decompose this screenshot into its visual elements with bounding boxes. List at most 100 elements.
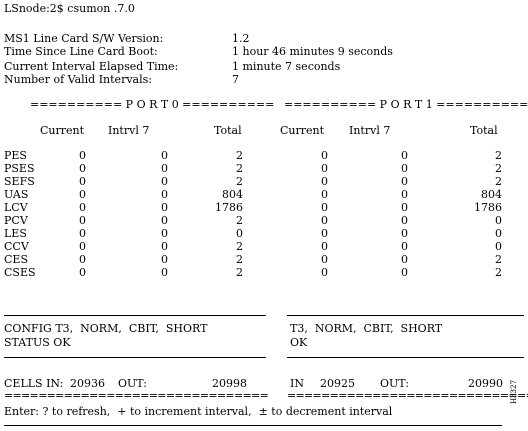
port1-sefs-total: 2 xyxy=(495,175,502,188)
port0-config: CONFIG T3, NORM, CBIT, SHORT xyxy=(4,322,208,335)
port1-ccv-current: 0 xyxy=(321,240,328,253)
port0-uas-total: 804 xyxy=(222,188,243,201)
port1-cses-interval: 0 xyxy=(401,266,408,279)
row-label-pcv: PCV xyxy=(4,214,28,227)
port0-pes-interval: 0 xyxy=(161,149,168,162)
port1-lcv-interval: 0 xyxy=(401,201,408,214)
port0-cses-total: 2 xyxy=(236,266,243,279)
port1-les-total: 0 xyxy=(495,227,502,240)
command-prompt: LSnode:2$ csumon .7.0 xyxy=(4,2,135,15)
port0-les-total: 0 xyxy=(236,227,243,240)
port0-pcv-interval: 0 xyxy=(161,214,168,227)
port0-ces-interval: 0 xyxy=(161,253,168,266)
row-label-lcv: LCV xyxy=(4,201,28,214)
port0-status: STATUS OK xyxy=(4,336,71,349)
port1-les-interval: 0 xyxy=(401,227,408,240)
boot-time-value: 1 hour 46 minutes 9 seconds xyxy=(232,45,393,58)
port1-ccv-total: 0 xyxy=(495,240,502,253)
sw-version-label: MS1 Line Card S/W Version: xyxy=(4,32,164,45)
port1-cses-total: 2 xyxy=(495,266,502,279)
footer-instructions: Enter: ? to refresh, + to increment inte… xyxy=(4,405,393,418)
row-label-cses: CSES xyxy=(4,266,36,279)
port1-out-label: OUT: xyxy=(380,377,409,390)
port1-separator: =============================== xyxy=(287,389,528,402)
port0-cses-current: 0 xyxy=(79,266,86,279)
port1-pes-total: 2 xyxy=(495,149,502,162)
cells-in-label: CELLS IN: xyxy=(4,377,64,390)
port1-pes-current: 0 xyxy=(321,149,328,162)
port1-les-current: 0 xyxy=(321,227,328,240)
port1-ces-current: 0 xyxy=(321,253,328,266)
port0-pses-current: 0 xyxy=(79,162,86,175)
port0-pcv-current: 0 xyxy=(79,214,86,227)
port0-out-label: OUT: xyxy=(118,377,147,390)
port0-uas-interval: 0 xyxy=(161,188,168,201)
row-label-ccv: CCV xyxy=(4,240,29,253)
port0-ces-current: 0 xyxy=(79,253,86,266)
elapsed-time-value: 1 minute 7 seconds xyxy=(232,60,341,73)
row-label-uas: UAS xyxy=(4,188,29,201)
port1-pcv-interval: 0 xyxy=(401,214,408,227)
port1-cses-current: 0 xyxy=(321,266,328,279)
port0-uas-current: 0 xyxy=(79,188,86,201)
port1-pcv-total: 0 xyxy=(495,214,502,227)
port0-ccv-current: 0 xyxy=(79,240,86,253)
port0-cells-in: 20936 xyxy=(70,377,105,390)
port1-ccv-interval: 0 xyxy=(401,240,408,253)
port0-pes-current: 0 xyxy=(79,149,86,162)
port0-cses-interval: 0 xyxy=(161,266,168,279)
port0-col-total: Total xyxy=(214,124,242,137)
row-label-pses: PSES xyxy=(4,162,35,175)
port1-sefs-interval: 0 xyxy=(401,175,408,188)
port1-cells-out: 20990 xyxy=(468,377,503,390)
divider-port1-top xyxy=(287,315,524,316)
port0-cells-out: 20998 xyxy=(212,377,247,390)
port0-lcv-total: 1786 xyxy=(215,201,243,214)
port1-sefs-current: 0 xyxy=(321,175,328,188)
port0-sefs-current: 0 xyxy=(79,175,86,188)
port0-lcv-interval: 0 xyxy=(161,201,168,214)
port1-header: ========== P O R T 1 ========== xyxy=(284,98,528,111)
footer-underline xyxy=(4,425,502,426)
row-label-pes: PES xyxy=(4,149,27,162)
port1-col-interval: Intrvl 7 xyxy=(349,124,391,137)
port0-col-interval: Intrvl 7 xyxy=(108,124,150,137)
sw-version-value: 1.2 xyxy=(232,32,250,45)
port1-uas-total: 804 xyxy=(481,188,502,201)
port1-pses-interval: 0 xyxy=(401,162,408,175)
port1-uas-interval: 0 xyxy=(401,188,408,201)
port0-ccv-total: 2 xyxy=(236,240,243,253)
boot-time-label: Time Since Line Card Boot: xyxy=(4,45,158,58)
port0-header: ========== P O R T 0 ========== xyxy=(30,98,275,111)
port1-ces-total: 2 xyxy=(495,253,502,266)
port0-separator: =============================== xyxy=(4,389,269,402)
port1-uas-current: 0 xyxy=(321,188,328,201)
port0-pcv-total: 2 xyxy=(236,214,243,227)
port1-config: T3, NORM, CBIT, SHORT xyxy=(290,322,443,335)
port0-lcv-current: 0 xyxy=(79,201,86,214)
port0-pes-total: 2 xyxy=(236,149,243,162)
divider-port1-bottom xyxy=(287,357,524,358)
port0-pses-total: 2 xyxy=(236,162,243,175)
row-label-ces: CES xyxy=(4,253,28,266)
port1-lcv-current: 0 xyxy=(321,201,328,214)
port0-pses-interval: 0 xyxy=(161,162,168,175)
port1-cells-in: 20925 xyxy=(320,377,355,390)
port1-status: OK xyxy=(290,336,308,349)
figure-code: H3327 xyxy=(510,380,518,404)
port1-pcv-current: 0 xyxy=(321,214,328,227)
port1-pes-interval: 0 xyxy=(401,149,408,162)
divider-port0-bottom xyxy=(4,357,266,358)
row-label-sefs: SEFS xyxy=(4,175,35,188)
valid-intervals-label: Number of Valid Intervals: xyxy=(4,73,152,86)
divider-port0-top xyxy=(4,315,266,316)
port1-pses-total: 2 xyxy=(495,162,502,175)
port1-ces-interval: 0 xyxy=(401,253,408,266)
elapsed-time-label: Current Interval Elapsed Time: xyxy=(4,60,179,73)
port1-pses-current: 0 xyxy=(321,162,328,175)
port1-col-total: Total xyxy=(470,124,498,137)
port0-les-interval: 0 xyxy=(161,227,168,240)
port0-col-current: Current xyxy=(40,124,85,137)
port0-sefs-interval: 0 xyxy=(161,175,168,188)
port0-ces-total: 2 xyxy=(236,253,243,266)
